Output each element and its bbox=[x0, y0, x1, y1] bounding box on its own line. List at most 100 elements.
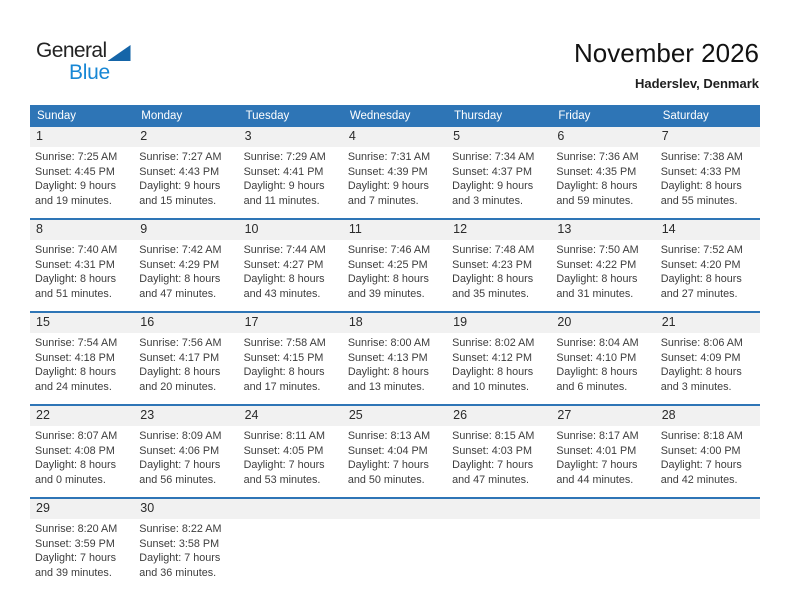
day-details: Sunrise: 7:52 AM Sunset: 4:20 PM Daylight:… bbox=[656, 240, 760, 311]
day-details: Sunrise: 8:15 AM Sunset: 4:03 PM Daylight:… bbox=[447, 426, 551, 497]
detail-line: and 47 minutes. bbox=[452, 473, 529, 486]
detail-line: Sunset: 4:05 PM bbox=[243, 444, 324, 457]
detail-line: Sunset: 4:09 PM bbox=[660, 351, 741, 364]
detail-line: and 59 minutes. bbox=[556, 194, 634, 207]
detail-line: Sunrise: 7:54 AM bbox=[35, 337, 118, 349]
detail-line: Sunrise: 8:06 AM bbox=[660, 337, 743, 349]
detail-line: and 44 minutes. bbox=[556, 473, 634, 486]
detail-line: Daylight: 8 hours bbox=[35, 459, 117, 471]
detail-line: Sunrise: 8:04 AM bbox=[556, 337, 639, 349]
day-number bbox=[238, 499, 343, 519]
detail-line: Sunset: 4:06 PM bbox=[139, 444, 220, 457]
day-number bbox=[342, 499, 448, 519]
day-details: Sunrise: 7:46 AM Sunset: 4:25 PM Daylight:… bbox=[343, 240, 447, 311]
detail-line: and 35 minutes. bbox=[452, 287, 529, 300]
day-cell: 29 Sunrise: 8:20 AM Sunset: 3:59 PM Dayligh… bbox=[30, 499, 135, 590]
detail-line: Daylight: 8 hours bbox=[243, 273, 325, 285]
day-number: 5 bbox=[447, 127, 552, 147]
detail-line: Sunrise: 7:40 AM bbox=[35, 244, 118, 256]
detail-line: Sunset: 4:17 PM bbox=[139, 351, 220, 364]
detail-line: and 6 minutes. bbox=[556, 380, 628, 393]
day-cell bbox=[551, 499, 656, 590]
day-cell: 3 Sunrise: 7:29 AM Sunset: 4:41 PM Daylight… bbox=[238, 127, 343, 218]
day-number: 15 bbox=[30, 313, 135, 333]
weekday-label: Monday bbox=[141, 110, 183, 122]
day-number: 17 bbox=[238, 313, 343, 333]
weekday-label: Thursday bbox=[454, 110, 503, 122]
day-number: 11 bbox=[342, 220, 448, 240]
detail-line: Sunset: 4:08 PM bbox=[35, 444, 115, 457]
detail-line: Daylight: 8 hours bbox=[347, 273, 429, 285]
detail-line: Sunset: 4:18 PM bbox=[35, 351, 115, 364]
weeks-container: 1 Sunrise: 7:25 AM Sunset: 4:45 PM Daylight… bbox=[30, 127, 760, 590]
detail-line: Sunset: 4:27 PM bbox=[243, 258, 324, 271]
detail-line: Sunset: 4:41 PM bbox=[243, 165, 324, 178]
day-cell: 12 Sunrise: 7:48 AM Sunset: 4:23 PM Dayligh… bbox=[447, 220, 552, 311]
detail-line: Sunset: 4:04 PM bbox=[347, 444, 428, 457]
detail-line: Sunrise: 8:11 AM bbox=[243, 430, 325, 442]
detail-line: Sunset: 4:00 PM bbox=[660, 444, 741, 457]
day-details: Sunrise: 8:13 AM Sunset: 4:04 PM Daylight:… bbox=[343, 426, 447, 497]
detail-line: Sunrise: 7:44 AM bbox=[243, 244, 326, 256]
logo-triangle-icon bbox=[107, 45, 131, 61]
day-details bbox=[447, 519, 551, 532]
detail-line: Daylight: 8 hours bbox=[660, 273, 742, 285]
day-cell: 4 Sunrise: 7:31 AM Sunset: 4:39 PM Daylight… bbox=[342, 127, 448, 218]
day-number: 13 bbox=[551, 220, 656, 240]
day-details: Sunrise: 7:48 AM Sunset: 4:23 PM Daylight:… bbox=[447, 240, 551, 311]
day-details: Sunrise: 8:11 AM Sunset: 4:05 PM Daylight:… bbox=[239, 426, 343, 497]
day-number bbox=[447, 499, 552, 519]
weekday-header-row: Sunday Monday Tuesday Wednesday Thursday Frid… bbox=[30, 105, 760, 127]
week-row: 15 Sunrise: 7:54 AM Sunset: 4:18 PM Dayligh… bbox=[30, 311, 760, 404]
weekday-label: Saturday bbox=[662, 110, 709, 122]
detail-line: Daylight: 7 hours bbox=[243, 459, 325, 471]
detail-line: Daylight: 9 hours bbox=[243, 180, 325, 192]
page-title: November 2026 bbox=[574, 38, 759, 68]
day-details: Sunrise: 7:29 AM Sunset: 4:41 PM Daylight:… bbox=[239, 147, 343, 218]
detail-line: and 56 minutes. bbox=[139, 473, 217, 486]
detail-line: Sunrise: 8:22 AM bbox=[139, 523, 222, 535]
day-cell: 7 Sunrise: 7:38 AM Sunset: 4:33 PM Daylight… bbox=[655, 127, 760, 218]
detail-line: Sunrise: 7:48 AM bbox=[452, 244, 535, 256]
day-cell: 21 Sunrise: 8:06 AM Sunset: 4:09 PM Dayligh… bbox=[655, 313, 760, 404]
day-cell: 10 Sunrise: 7:44 AM Sunset: 4:27 PM Dayligh… bbox=[238, 220, 343, 311]
day-number: 26 bbox=[447, 406, 552, 426]
detail-line: and 36 minutes. bbox=[139, 566, 217, 579]
week-row: 22 Sunrise: 8:07 AM Sunset: 4:08 PM Dayligh… bbox=[30, 404, 760, 497]
day-cell: 18 Sunrise: 8:00 AM Sunset: 4:13 PM Dayligh… bbox=[342, 313, 448, 404]
detail-line: and 3 minutes. bbox=[660, 380, 732, 393]
logo: General Blue bbox=[36, 40, 131, 84]
detail-line: Sunset: 4:15 PM bbox=[243, 351, 324, 364]
logo-text-general: General bbox=[36, 39, 107, 62]
day-details bbox=[551, 519, 655, 532]
detail-line: Daylight: 9 hours bbox=[139, 180, 221, 192]
detail-line: and 39 minutes. bbox=[35, 566, 112, 579]
day-details: Sunrise: 7:36 AM Sunset: 4:35 PM Daylight:… bbox=[551, 147, 655, 218]
day-details: Sunrise: 7:31 AM Sunset: 4:39 PM Daylight:… bbox=[343, 147, 447, 218]
day-number: 22 bbox=[30, 406, 135, 426]
week-row: 29 Sunrise: 8:20 AM Sunset: 3:59 PM Dayligh… bbox=[30, 497, 760, 590]
detail-line: Daylight: 8 hours bbox=[35, 273, 117, 285]
day-number: 27 bbox=[551, 406, 656, 426]
day-details bbox=[343, 519, 447, 532]
detail-line: and 19 minutes. bbox=[35, 194, 112, 207]
detail-line: Sunset: 4:25 PM bbox=[347, 258, 428, 271]
detail-line: Daylight: 9 hours bbox=[35, 180, 117, 192]
detail-line: and 0 minutes. bbox=[35, 473, 106, 486]
detail-line: Sunrise: 8:15 AM bbox=[452, 430, 535, 442]
day-details: Sunrise: 7:56 AM Sunset: 4:17 PM Daylight:… bbox=[134, 333, 238, 404]
day-number: 1 bbox=[30, 127, 135, 147]
detail-line: Sunset: 4:45 PM bbox=[35, 165, 115, 178]
day-number: 21 bbox=[655, 313, 760, 333]
day-details: Sunrise: 8:18 AM Sunset: 4:00 PM Daylight:… bbox=[656, 426, 760, 497]
detail-line: Daylight: 7 hours bbox=[139, 459, 221, 471]
detail-line: Sunset: 3:59 PM bbox=[35, 537, 115, 550]
day-number: 10 bbox=[238, 220, 343, 240]
detail-line: Sunset: 4:03 PM bbox=[452, 444, 532, 457]
detail-line: Sunset: 4:10 PM bbox=[556, 351, 637, 364]
day-number: 2 bbox=[134, 127, 239, 147]
detail-line: Sunrise: 7:52 AM bbox=[660, 244, 743, 256]
day-number: 7 bbox=[655, 127, 760, 147]
day-number: 3 bbox=[238, 127, 343, 147]
day-cell: 2 Sunrise: 7:27 AM Sunset: 4:43 PM Daylight… bbox=[134, 127, 239, 218]
